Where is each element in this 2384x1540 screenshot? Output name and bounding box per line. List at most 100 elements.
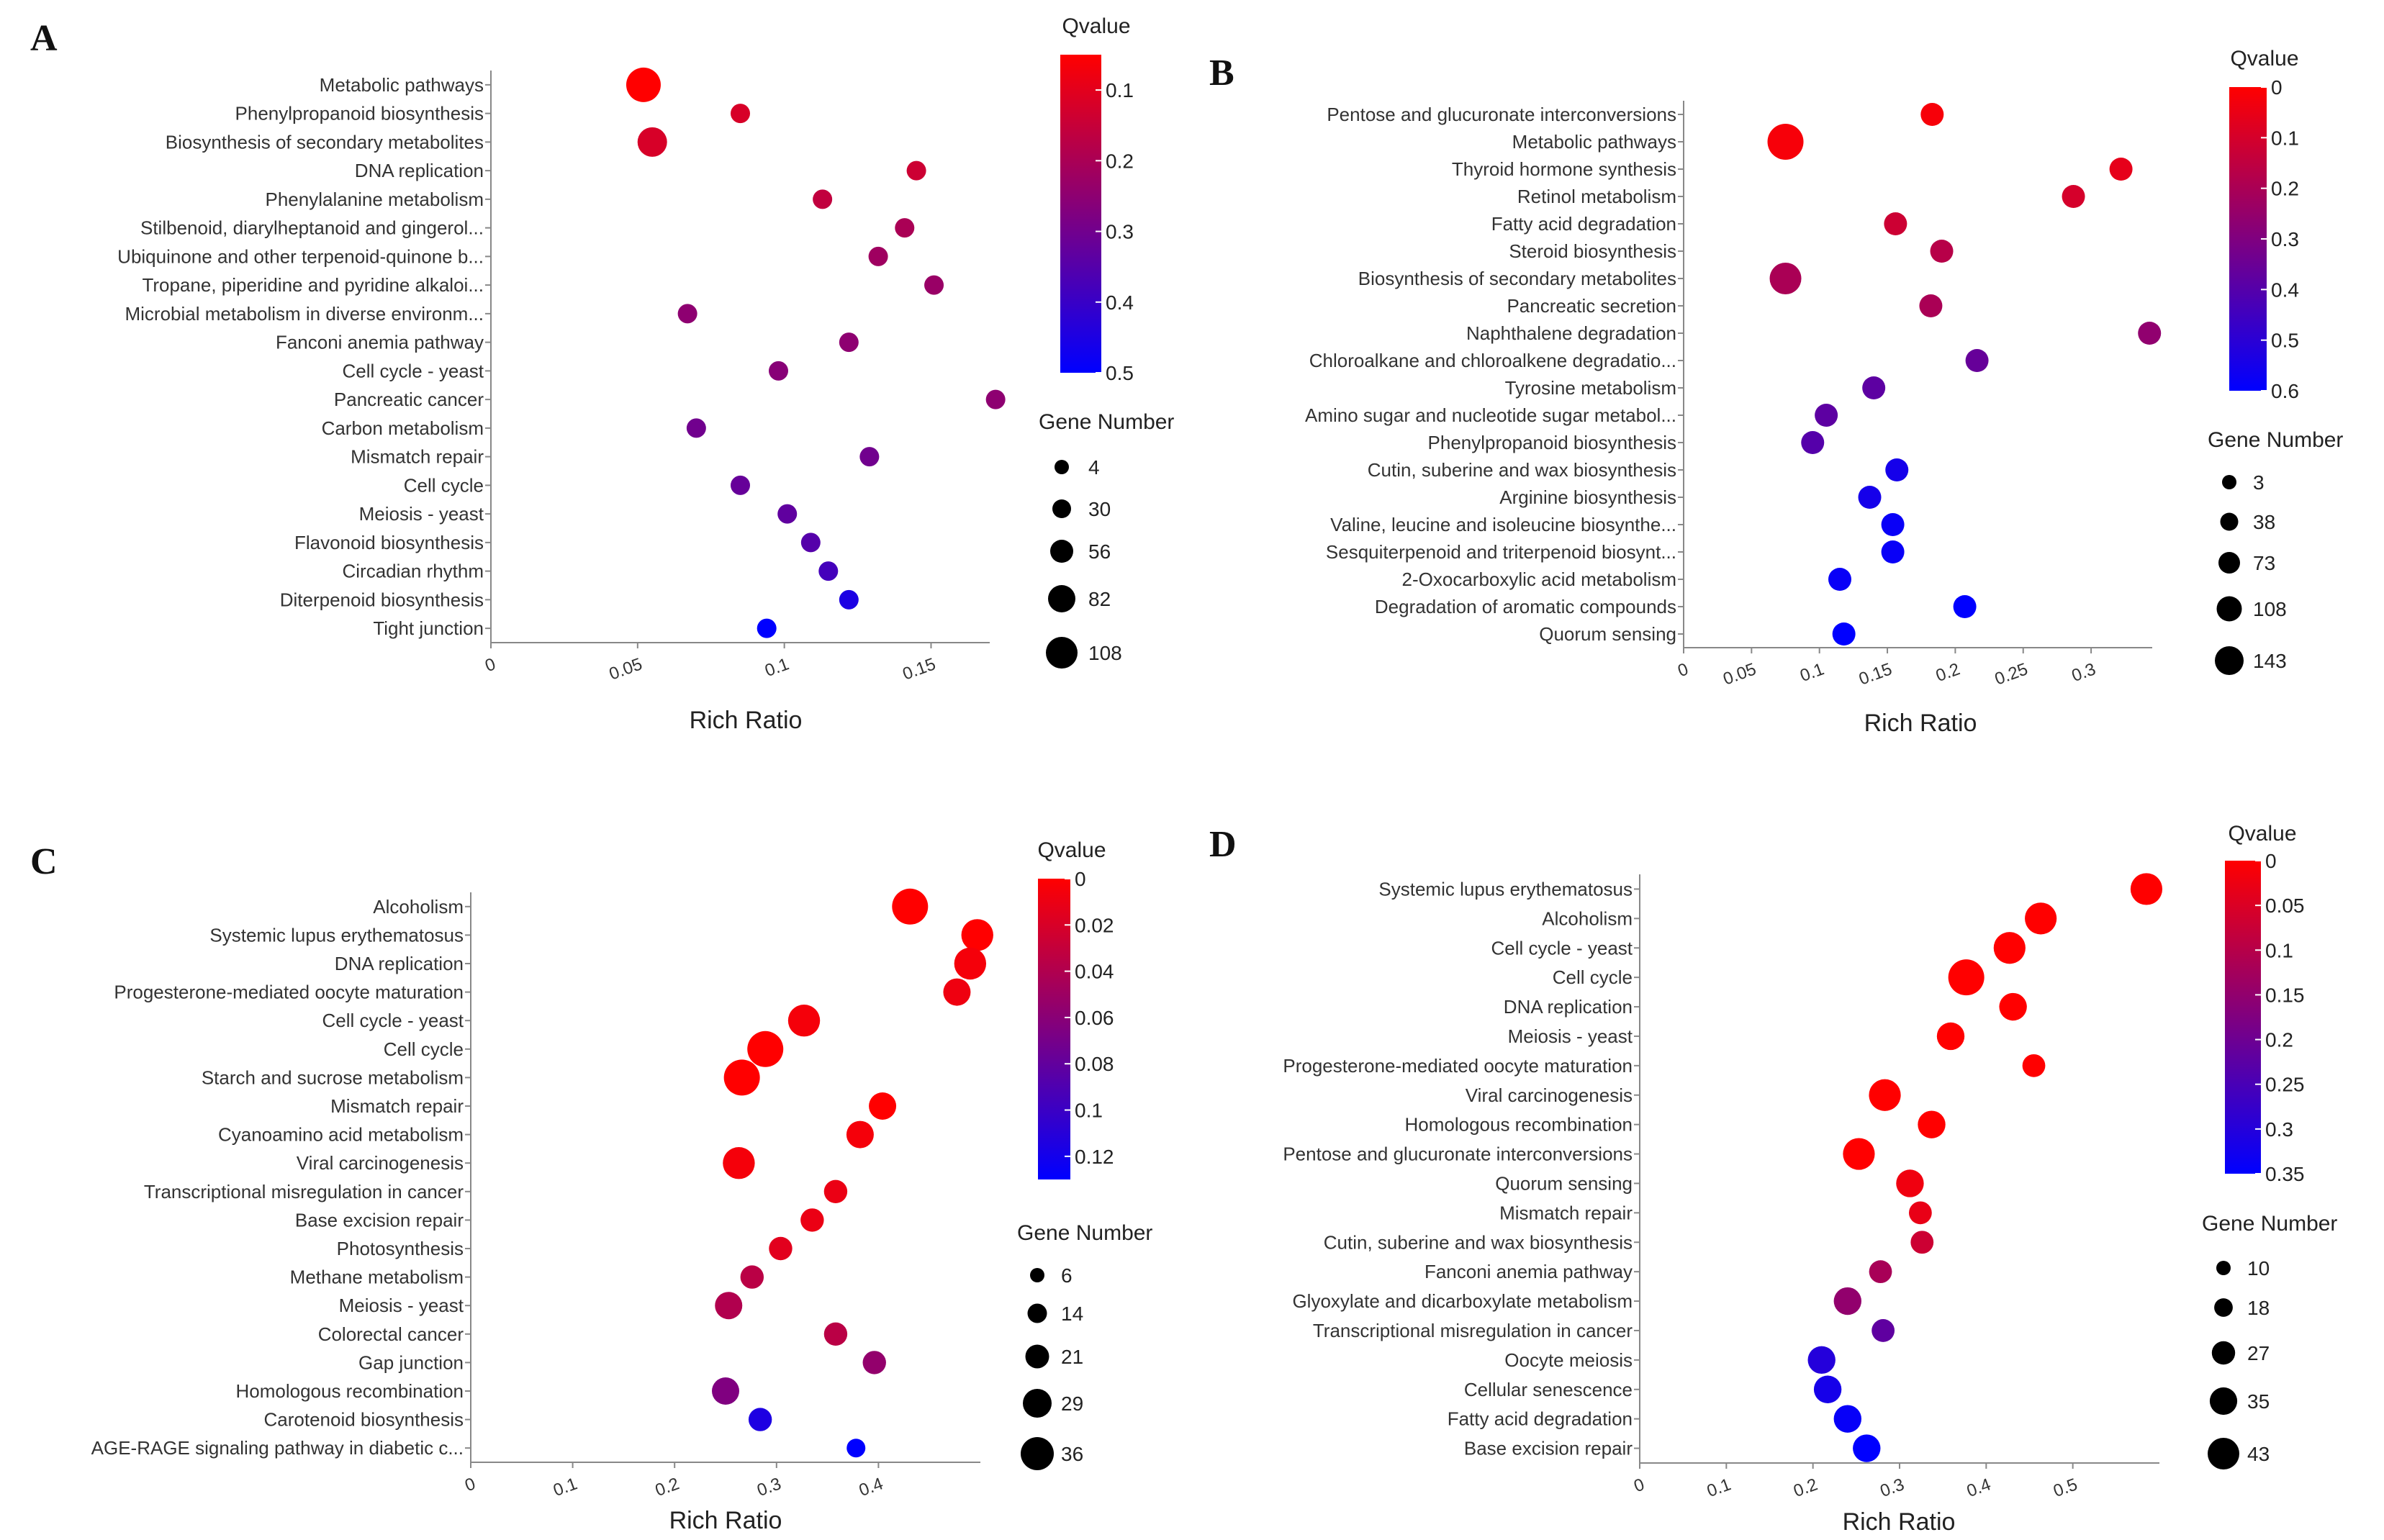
y-tick-label: Fatty acid degradation [1491, 213, 1676, 235]
y-tick-label: Cell cycle [1553, 966, 1633, 988]
size-legend-label: 36 [1061, 1443, 1083, 1465]
x-tick-label: 0.1 [762, 654, 792, 681]
bubble-point [757, 618, 777, 638]
bubble-point [1843, 1138, 1875, 1170]
size-legend-dot [1046, 637, 1078, 669]
y-tick-label: Stilbenoid, diarylheptanoid and gingerol… [140, 217, 484, 239]
y-tick-label: Mismatch repair [351, 446, 484, 468]
size-legend-dot [1023, 1389, 1052, 1418]
bubble-point [1807, 1346, 1836, 1374]
y-tick-label: Cutin, suberine and wax biosynthesis [1368, 459, 1676, 481]
y-tick-label: Base excision repair [1464, 1438, 1633, 1459]
panel-d: D Systemic lupus erythematosus Alcoholism C… [1209, 822, 2337, 1536]
y-tick-label: Progesterone-mediated oocyte maturation [1283, 1055, 1633, 1077]
bubble-point [1881, 513, 1905, 536]
colorbar-tick-label: 0.4 [1106, 291, 1134, 314]
y-tick-label: Flavonoid biosynthesis [294, 532, 484, 553]
colorbar-tick-label: 0.3 [2271, 228, 2299, 250]
y-tick-label: Glyoxylate and dicarboxylate metabolism [1292, 1290, 1633, 1312]
x-tick-label: 0 [462, 1474, 478, 1495]
bubble-point [1993, 932, 2026, 964]
x-tick-label: 0.4 [857, 1474, 886, 1500]
qvalue-colorbar [2225, 861, 2261, 1174]
bubble-point [2022, 1054, 2046, 1077]
x-tick-label: 0.3 [1877, 1475, 1907, 1501]
bubble-point [1965, 349, 1989, 372]
bubble-point [823, 1179, 848, 1204]
bubble-point [1999, 992, 2027, 1021]
y-tick-label: Quorum sensing [1539, 623, 1676, 645]
bubble-point [1910, 1231, 1934, 1254]
bubble-point [731, 104, 750, 124]
y-tick-label: Quorum sensing [1495, 1172, 1633, 1194]
y-tick-label: Arginine biosynthesis [1499, 486, 1676, 508]
y-tick-label: Alcoholism [1542, 907, 1633, 929]
y-tick-label: Viral carcinogenesis [1466, 1084, 1633, 1106]
x-axis-title: Rich Ratio [1864, 710, 1977, 737]
bubble-point [1833, 1405, 1861, 1433]
size-legend-label: 6 [1061, 1264, 1073, 1287]
bubble-point [839, 589, 859, 610]
panel-b: B Pentose and glucuronate interconversion… [1209, 47, 2343, 737]
size-legend-dot [1048, 585, 1075, 612]
y-tick-label: Carotenoid biosynthesis [264, 1409, 464, 1431]
y-tick-label: Fanconi anemia pathway [1424, 1261, 1633, 1282]
bubble-point [954, 947, 987, 980]
y-tick-label: Cell cycle - yeast [322, 1010, 464, 1031]
bubble-point [723, 1147, 755, 1179]
bubble-point [777, 504, 798, 524]
bubble-point [1853, 1434, 1881, 1462]
bubble-point [2138, 322, 2162, 345]
bubble-point [731, 475, 750, 495]
bubble-point [1918, 1110, 1946, 1138]
size-legend-dot [2214, 1298, 2233, 1317]
bubble-point [1869, 1079, 1901, 1111]
colorbar-tick-label: 0.2 [2265, 1029, 2293, 1051]
size-legend-dot [2211, 1341, 2236, 1365]
y-tick-label: Phenylpropanoid biosynthesis [1428, 432, 1676, 453]
y-tick-label: Carbon metabolism [322, 417, 484, 439]
y-tick-label: Colorectal cancer [318, 1323, 464, 1345]
colorbar-tick-label: 0.2 [2271, 178, 2299, 200]
size-legend-dot [2215, 646, 2244, 675]
colorbar-tick-label: 0.3 [2265, 1118, 2293, 1141]
bubble-point [961, 919, 993, 951]
x-axis-title: Rich Ratio [1843, 1508, 1956, 1536]
size-legend-label: 38 [2253, 511, 2275, 533]
bubble-point [740, 1265, 764, 1289]
colorbar-tick-label: 0.06 [1075, 1007, 1114, 1029]
x-tick-label: 0.3 [754, 1474, 784, 1500]
colorbar-tick-label: 0.5 [2271, 330, 2299, 352]
colorbar-tick-label: 0.2 [1106, 150, 1134, 172]
bubble-point [1920, 103, 1944, 126]
y-tick-label: Naphthalene degradation [1466, 322, 1676, 344]
size-legend-dot [2209, 1387, 2238, 1416]
panel-label: C [30, 841, 58, 882]
bubble-point [862, 1351, 886, 1374]
y-tick-label: Pancreatic cancer [334, 389, 484, 410]
bubble-point [686, 418, 706, 438]
bubble-point [1828, 568, 1851, 591]
bubble-point [906, 160, 926, 181]
panel-label: A [30, 18, 58, 59]
y-tick-label: DNA replication [335, 953, 464, 974]
x-tick-label: 0.2 [1791, 1475, 1820, 1501]
bubble-point [626, 67, 661, 102]
x-tick-label: 0.15 [1856, 659, 1895, 689]
y-tick-label: Degradation of aromatic compounds [1375, 596, 1676, 617]
bubble-point [677, 304, 697, 324]
x-axis-title: Rich Ratio [690, 707, 803, 734]
x-tick-label: 0.25 [1992, 659, 2031, 689]
size-legend-dot [2208, 1438, 2239, 1469]
size-legend-dot [2220, 512, 2239, 531]
bubble-point [868, 246, 888, 266]
y-tick-label: Cutin, suberine and wax biosynthesis [1324, 1231, 1633, 1253]
bubble-point [823, 1322, 848, 1346]
bubble-point [924, 275, 944, 295]
size-legend-label: 143 [2253, 650, 2287, 672]
size-legend-dot [1030, 1268, 1044, 1282]
bubble-point [1948, 959, 1985, 996]
qvalue-legend-title: Qvalue [1037, 838, 1106, 862]
size-legend-label: 3 [2253, 471, 2265, 494]
size-legend-dot [2216, 1261, 2231, 1275]
